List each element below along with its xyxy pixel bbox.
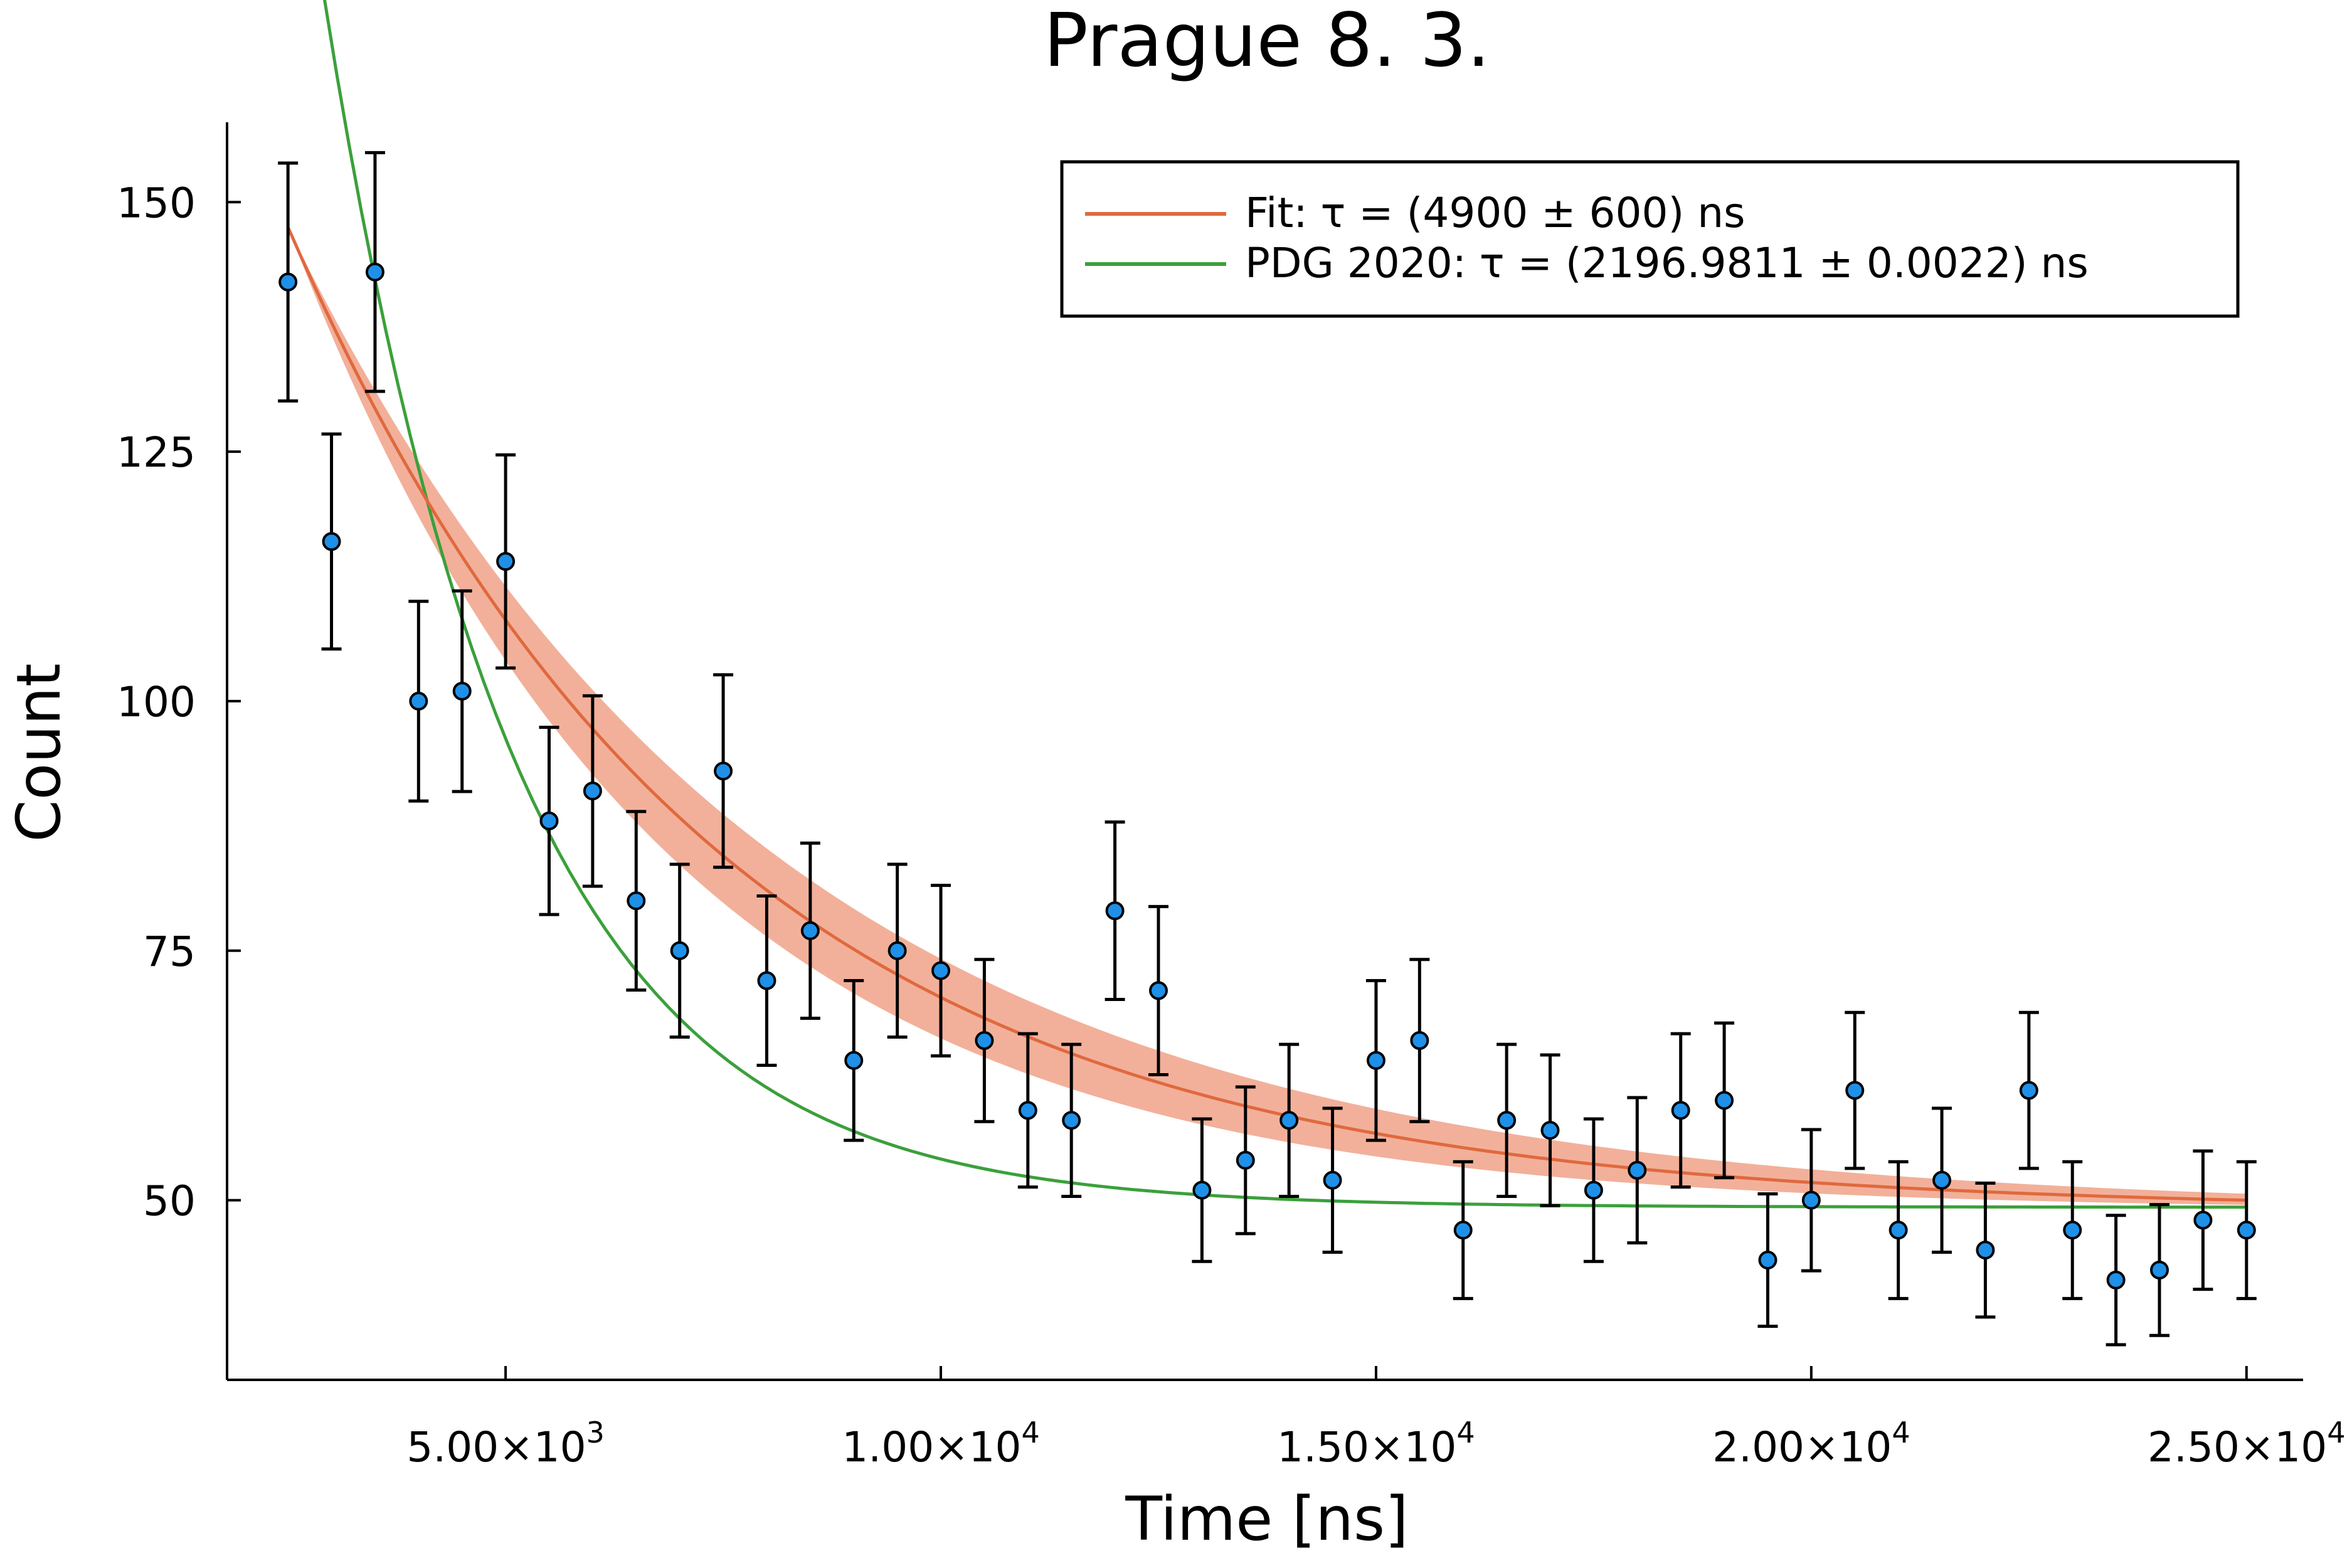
data-point xyxy=(887,941,907,960)
data-point xyxy=(452,682,472,701)
data-point xyxy=(2063,1221,2082,1240)
data-point xyxy=(714,761,733,781)
data-point xyxy=(931,961,951,980)
data-point xyxy=(627,891,646,911)
data-point xyxy=(670,941,689,960)
x-ticks: 5.00×103 1.00×104 1.50×104 2.00×104 2.50×104 xyxy=(406,1366,2346,1471)
data-point xyxy=(583,781,602,801)
y-tick-label: 100 xyxy=(117,678,196,726)
data-point xyxy=(2019,1081,2038,1100)
data-point xyxy=(2106,1270,2126,1290)
data-point xyxy=(1236,1150,1255,1170)
legend-box xyxy=(1060,160,2240,318)
data-point xyxy=(1628,1160,1647,1180)
data-point xyxy=(1758,1251,1777,1270)
data-point xyxy=(1845,1081,1865,1100)
data-point xyxy=(1366,1051,1385,1070)
x-tick-label: 2.00×104 xyxy=(1712,1416,1910,1471)
data-point xyxy=(1148,981,1168,1000)
data-point xyxy=(1932,1170,1952,1190)
data-point xyxy=(757,971,776,990)
legend: Fit: τ = (4900 ± 600) ns PDG 2020: τ = (… xyxy=(1060,160,2240,318)
data-point xyxy=(1715,1091,1734,1110)
y-tick-label: 50 xyxy=(143,1177,196,1226)
data-point xyxy=(1192,1180,1212,1200)
point-layer xyxy=(278,262,2256,1290)
fit-curve xyxy=(286,226,2247,1202)
data-point xyxy=(322,532,341,551)
data-point xyxy=(539,811,559,830)
data-point xyxy=(800,921,820,940)
data-point xyxy=(1453,1221,1473,1240)
y-tick-label: 125 xyxy=(117,428,196,477)
data-point xyxy=(2193,1210,2213,1230)
data-point xyxy=(1584,1180,1603,1200)
data-point xyxy=(844,1051,864,1070)
data-point xyxy=(2237,1221,2256,1240)
data-point xyxy=(1279,1111,1299,1130)
x-tick-label: 1.50×104 xyxy=(1277,1416,1475,1471)
data-point xyxy=(1105,901,1125,921)
legend-fit-label: Fit: τ = (4900 ± 600) ns xyxy=(1245,189,1745,237)
data-point xyxy=(409,691,428,711)
y-axis-label: Count xyxy=(4,663,74,842)
data-point xyxy=(496,552,516,571)
x-tick-label: 2.50×104 xyxy=(2148,1416,2346,1471)
data-point xyxy=(1671,1101,1690,1120)
x-tick-label: 1.00×104 xyxy=(842,1416,1040,1471)
chart-title: Prague 8. 3. xyxy=(1044,0,1490,83)
data-point xyxy=(1062,1111,1081,1130)
y-tick-label: 150 xyxy=(117,179,196,227)
data-point xyxy=(1018,1101,1037,1120)
data-point xyxy=(975,1030,994,1050)
data-point xyxy=(365,262,384,282)
data-point xyxy=(278,272,298,292)
data-point xyxy=(1976,1241,1995,1260)
data-point xyxy=(1540,1121,1560,1140)
pdg-curve xyxy=(323,0,2247,1209)
y-ticks: 50 75 100 125 150 xyxy=(117,179,241,1226)
legend-pdg-label: PDG 2020: τ = (2196.9811 ± 0.0022) ns xyxy=(1245,239,2089,287)
data-point xyxy=(1801,1190,1821,1210)
data-point xyxy=(1323,1170,1342,1190)
curve-layer xyxy=(286,0,2247,1209)
data-point xyxy=(1888,1221,1908,1240)
data-point xyxy=(1497,1111,1517,1130)
x-tick-label: 5.00×103 xyxy=(406,1416,605,1471)
data-point xyxy=(2150,1260,2169,1279)
data-point xyxy=(1410,1030,1429,1050)
y-tick-label: 75 xyxy=(143,928,196,976)
x-axis-label: Time [ns] xyxy=(1125,1484,1408,1554)
